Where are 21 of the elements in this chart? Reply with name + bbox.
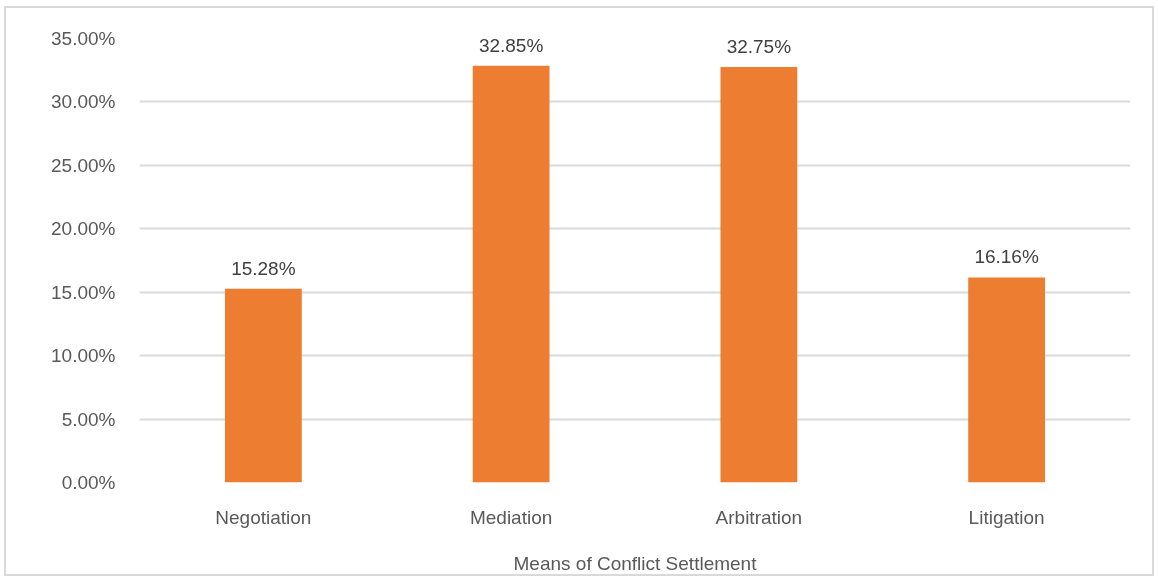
y-tick-label: 5.00% [61, 408, 116, 430]
y-tick-label: 30.00% [51, 91, 116, 113]
x-tick-label: Litigation [968, 506, 1045, 528]
y-tick-label: 20.00% [51, 218, 116, 240]
x-axis-title: Means of Conflict Settlement [513, 552, 758, 574]
y-tick-label: 0.00% [61, 472, 116, 493]
y-tick-label: 10.00% [51, 345, 116, 367]
data-label: 32.85% [478, 34, 544, 56]
bar [968, 277, 1046, 483]
data-label: 16.16% [974, 246, 1039, 268]
bar [472, 65, 550, 483]
data-label: 32.75% [726, 36, 792, 58]
y-tick-label: 15.00% [51, 281, 116, 303]
y-tick-label: 35.00% [51, 28, 116, 49]
bar [224, 288, 302, 483]
y-tick-label: 25.00% [51, 154, 116, 176]
x-tick-label: Arbitration [715, 506, 803, 528]
x-tick-label: Mediation [469, 506, 553, 528]
data-label: 15.28% [231, 257, 296, 279]
bar [720, 67, 798, 483]
x-tick-label: Negotiation [215, 506, 312, 528]
